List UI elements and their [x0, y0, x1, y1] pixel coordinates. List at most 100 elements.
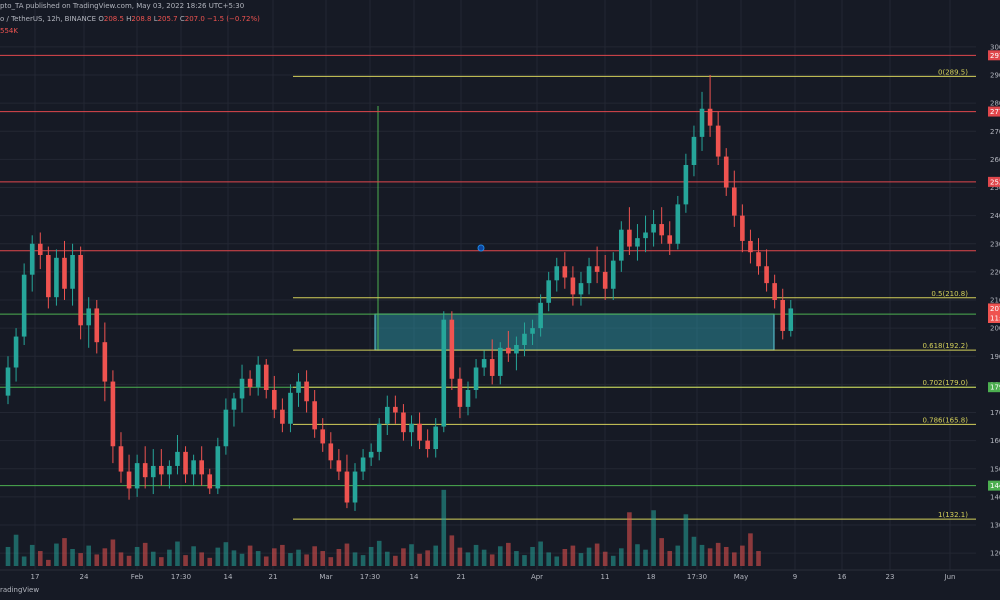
candle-body [231, 398, 237, 410]
volume-bar [578, 553, 584, 566]
candle-body [223, 409, 229, 447]
candle-body [62, 257, 67, 289]
volume-bar [748, 533, 753, 566]
volume-bar [465, 552, 471, 566]
candle-body [449, 319, 455, 379]
candle-body [699, 108, 705, 137]
candle-body [772, 283, 777, 300]
candle-body [175, 451, 180, 466]
candle [296, 373, 301, 407]
volume-bar [473, 544, 479, 566]
volume-bar [70, 549, 75, 566]
volume-bar [441, 489, 447, 566]
volume-bar [118, 552, 124, 566]
volume-bar [150, 551, 156, 566]
time-tick-label: Feb [131, 573, 144, 581]
volume-bar [506, 542, 511, 566]
candle [312, 390, 317, 438]
time-tick-label: 16 [838, 573, 847, 581]
volume-bar [344, 543, 350, 566]
price-tick-label: 250 [990, 184, 1000, 192]
candle-body [384, 406, 390, 424]
candle [134, 454, 140, 497]
time-tick-label: 23 [886, 573, 895, 581]
candle [368, 443, 374, 466]
price-tick-label: 190 [990, 353, 1000, 361]
candle-body [328, 443, 334, 461]
candle [635, 224, 640, 261]
candle [578, 271, 584, 306]
candle [715, 111, 721, 165]
candle [675, 195, 681, 250]
candle-body [554, 266, 560, 281]
volume-bar [296, 549, 301, 566]
volume-bar [280, 544, 285, 566]
candle-body [21, 274, 27, 337]
change-value: −1.5 (−0.72%) [207, 15, 260, 23]
candle-body [54, 257, 59, 298]
candle-body [764, 266, 769, 284]
candle-body [602, 271, 608, 289]
price-tick-label: 150 [990, 465, 1000, 473]
time-tick-label: 11 [601, 573, 610, 581]
candle-body [530, 328, 535, 334]
candle-body [288, 392, 293, 424]
volume-bar [54, 543, 59, 566]
volume-bar [570, 545, 576, 566]
candle-body [344, 471, 350, 503]
volume-bar [457, 547, 463, 566]
current-price-tag-text: 207 [990, 305, 1000, 313]
volume-bar [78, 553, 83, 566]
fib-label: 0(289.5) [938, 68, 968, 76]
candle [772, 274, 777, 309]
volume-bar [675, 545, 681, 566]
price-level-tag-text: 297 [990, 52, 1000, 60]
candle [570, 266, 576, 306]
volume-bar [215, 547, 221, 566]
candle [86, 297, 91, 348]
candle-body [627, 229, 632, 247]
candle-body [481, 359, 487, 368]
open-label: O [98, 15, 104, 23]
candle [175, 435, 180, 475]
candle [691, 125, 697, 177]
candle-body [126, 471, 132, 489]
volume-bar [554, 556, 560, 566]
volume-bar [110, 539, 116, 566]
volume-bar [715, 542, 721, 566]
volume-bar [352, 552, 358, 566]
volume-bar [635, 544, 640, 566]
volume-bar [223, 542, 229, 566]
candle [441, 311, 447, 433]
candle [159, 449, 164, 486]
candle [199, 446, 204, 486]
price-level-tag-text: 277 [990, 108, 1000, 116]
candle-body [457, 378, 463, 407]
volume-bar [393, 555, 398, 566]
time-tick-label: 17:30 [360, 573, 380, 581]
price-tick-label: 160 [990, 437, 1000, 445]
volume-bar [376, 540, 382, 566]
candle [723, 148, 729, 196]
candle [562, 252, 568, 289]
candle-body [118, 446, 124, 472]
candle [360, 449, 366, 480]
candle-body [683, 165, 689, 205]
volume-bar [207, 557, 213, 566]
volume-bar [691, 536, 697, 566]
candle-body [393, 406, 398, 413]
volume-bar [29, 544, 35, 566]
volume-bar [86, 545, 91, 566]
time-tick-label: May [734, 573, 748, 581]
volume-bar [183, 555, 188, 566]
time-tick-label: 14 [410, 573, 419, 581]
volume-bar [409, 544, 414, 566]
volume-bar [199, 552, 204, 566]
candle [651, 210, 656, 247]
volume-bar [723, 546, 729, 566]
candle [393, 395, 398, 424]
candle [263, 359, 269, 399]
candle-body [425, 440, 430, 450]
